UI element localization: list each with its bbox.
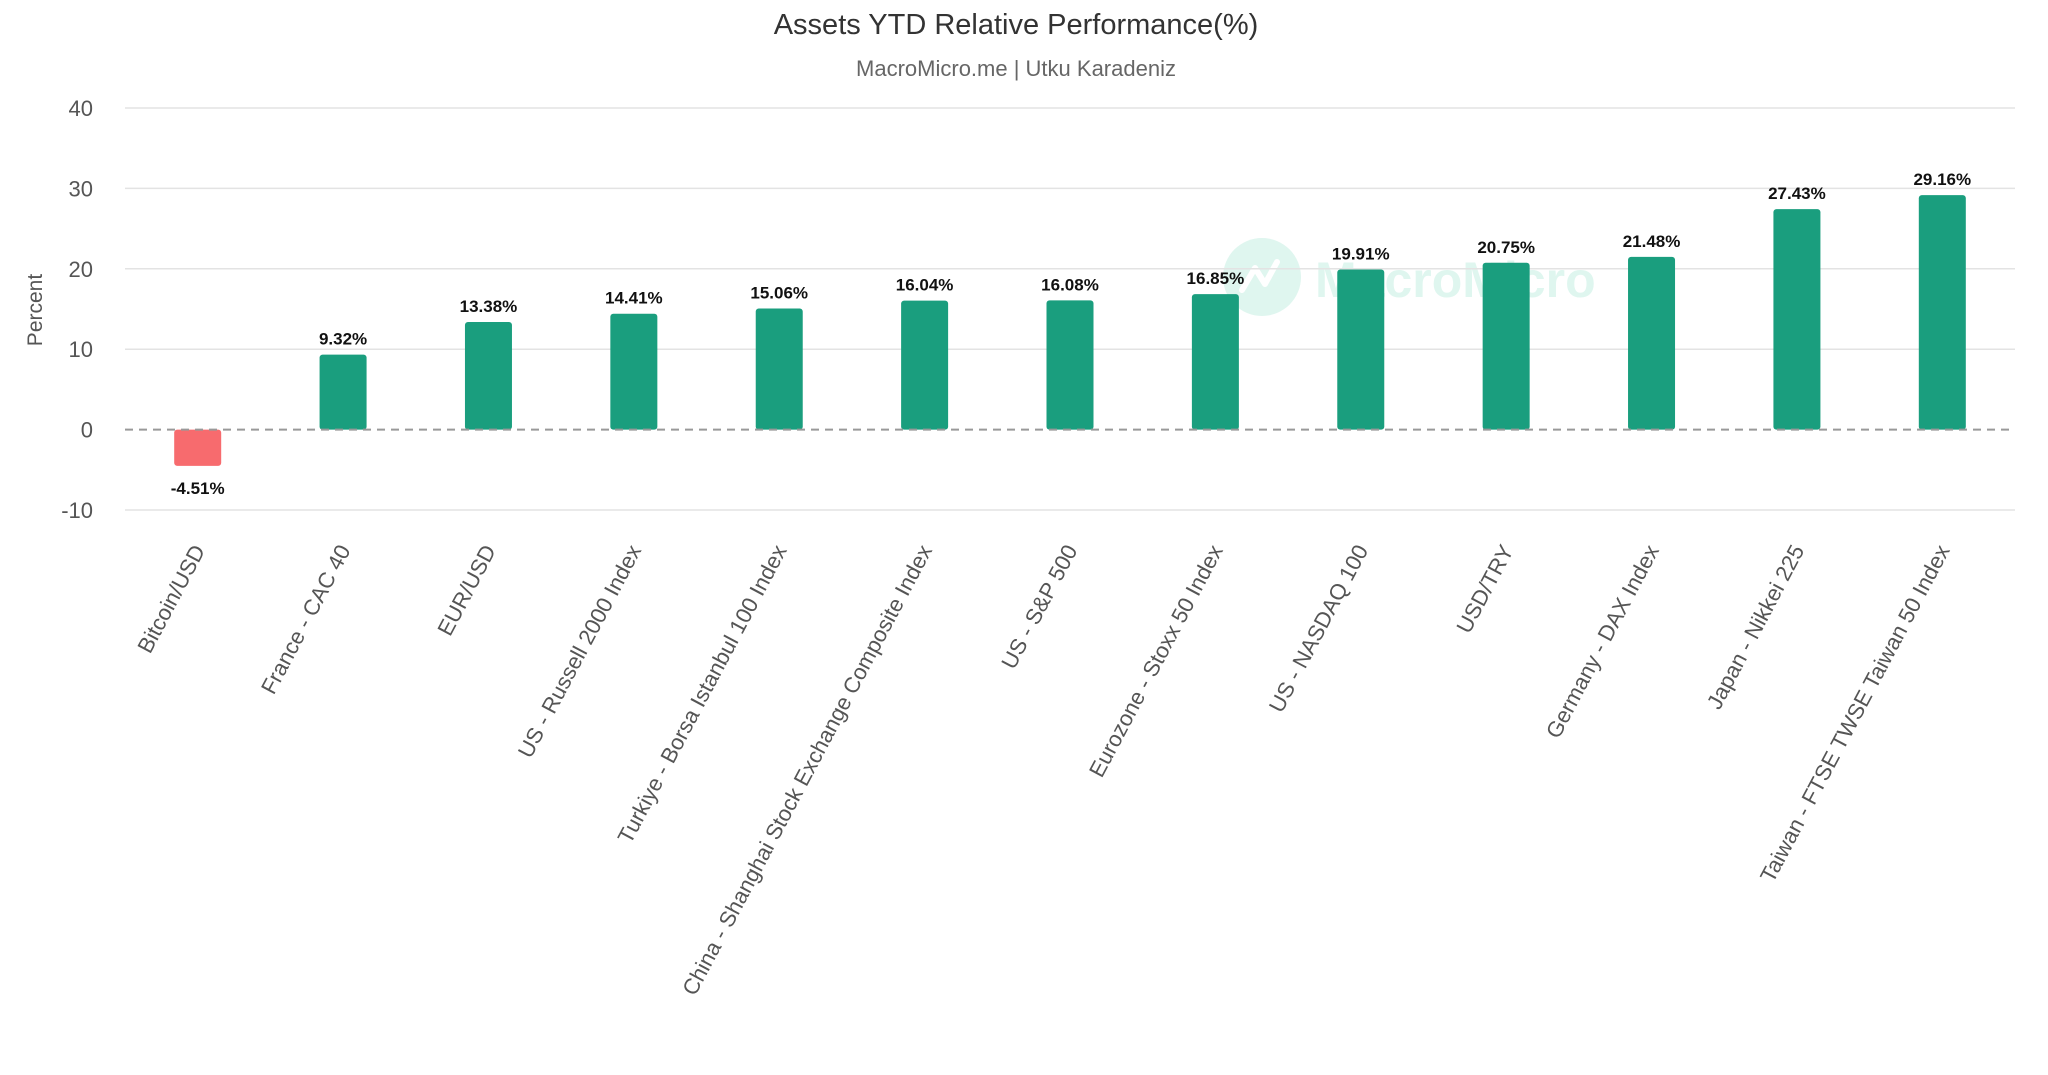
y-tick-label: 30 bbox=[69, 176, 93, 201]
x-tick-label: Bitcoin/USD bbox=[132, 541, 210, 657]
data-label: 14.41% bbox=[605, 289, 663, 308]
bar bbox=[1191, 294, 1239, 430]
bar bbox=[1046, 300, 1094, 430]
y-tick-label: 0 bbox=[81, 418, 93, 443]
x-tick-label: Japan - Nikkei 225 bbox=[1702, 541, 1810, 714]
data-label: 29.16% bbox=[1913, 170, 1971, 189]
bar bbox=[901, 300, 949, 430]
data-label: 15.06% bbox=[750, 284, 808, 303]
bar bbox=[1918, 195, 1966, 430]
bar bbox=[319, 354, 367, 430]
x-axis-ticks: Bitcoin/USD France - CAC 40 EUR/USD US - Ru… bbox=[132, 540, 1954, 999]
bar bbox=[1482, 262, 1530, 430]
x-tick-label: Eurozone - Stoxx 50 Index bbox=[1084, 541, 1228, 782]
data-label: 16.85% bbox=[1187, 269, 1245, 288]
y-tick-label: -10 bbox=[61, 498, 93, 523]
y-tick-label: 40 bbox=[69, 96, 93, 121]
x-tick-label: EUR/USD bbox=[432, 541, 501, 640]
data-label: -4.51% bbox=[171, 479, 225, 498]
x-tick-label: Germany - DAX Index bbox=[1541, 541, 1664, 743]
chart-subtitle: MacroMicro.me | Utku Karadeniz bbox=[856, 56, 1176, 81]
data-label: 9.32% bbox=[319, 330, 367, 349]
chart-title: Assets YTD Relative Performance(%) bbox=[774, 9, 1259, 41]
data-label: 16.08% bbox=[1041, 275, 1099, 294]
bar bbox=[1337, 269, 1385, 430]
data-label: 13.38% bbox=[460, 297, 518, 316]
data-label: 21.48% bbox=[1623, 232, 1681, 251]
data-labels: -4.51% 9.32% 13.38% 14.41% 15.06% 16.04% 16.08… bbox=[171, 170, 1971, 498]
bar bbox=[464, 322, 512, 430]
watermark-logo-mark bbox=[1239, 259, 1280, 293]
watermark: MacroMicro bbox=[1223, 238, 1596, 316]
bar bbox=[174, 429, 222, 466]
y-axis-ticks: 40 30 20 10 0 -10 bbox=[61, 96, 93, 523]
x-tick-label: France - CAC 40 bbox=[256, 541, 356, 698]
data-label: 16.04% bbox=[896, 276, 954, 295]
x-tick-label: US - Russell 2000 Index bbox=[513, 541, 646, 762]
bar bbox=[1773, 209, 1821, 430]
data-label: 20.75% bbox=[1477, 238, 1535, 257]
x-tick-label: US - S&P 500 bbox=[996, 541, 1082, 673]
x-tick-label: USD/TRY bbox=[1451, 540, 1518, 637]
data-label: 27.43% bbox=[1768, 184, 1826, 203]
bars bbox=[174, 195, 1966, 466]
x-tick-label: China - Shanghai Stock Exchange Composit… bbox=[677, 541, 937, 1000]
bar bbox=[610, 313, 658, 430]
data-label: 19.91% bbox=[1332, 245, 1390, 264]
x-tick-label: US - NASDAQ 100 bbox=[1264, 541, 1373, 717]
x-tick-label: Turkiye - Borsa Istanbul 100 Index bbox=[613, 541, 792, 848]
bar bbox=[755, 308, 803, 430]
y-tick-label: 20 bbox=[69, 257, 93, 282]
bar bbox=[1628, 256, 1676, 430]
y-axis-label: Percent bbox=[24, 274, 47, 347]
y-tick-label: 10 bbox=[69, 337, 93, 362]
